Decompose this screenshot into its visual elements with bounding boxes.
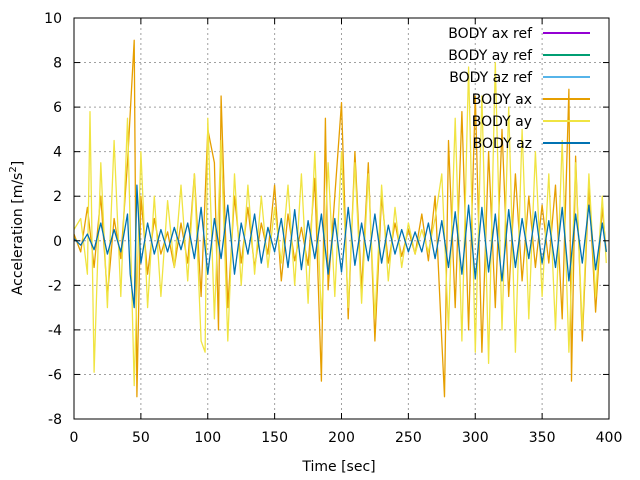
y-tick-label: 6 (53, 100, 62, 116)
y-axis-label: Acceleration [m/s2] (8, 161, 26, 295)
legend-label-body-ay-ref: BODY ay ref (448, 48, 533, 64)
y-tick-label: -6 (48, 367, 62, 383)
y-tick-label: 10 (44, 11, 62, 27)
series-line-body-az (73, 184, 607, 309)
y-tick-label: 2 (53, 189, 62, 205)
y-axis-label-superscript: 2 (8, 166, 19, 172)
x-axis-label: Time [sec] (301, 459, 375, 475)
x-tick-label: 150 (261, 430, 288, 446)
y-tick-label: -2 (48, 278, 62, 294)
x-tick-label: 0 (70, 430, 79, 446)
x-tick-label: 350 (529, 430, 556, 446)
y-tick-label: -8 (48, 412, 62, 428)
legend-label-body-az: BODY az (473, 136, 532, 152)
legend-label-body-az-ref: BODY az ref (449, 70, 533, 86)
x-tick-label: 200 (328, 430, 355, 446)
y-tick-label: -4 (48, 323, 62, 339)
series-line-body-ay (73, 61, 607, 387)
x-tick-label: 100 (194, 430, 221, 446)
series-line-body-ax (73, 39, 607, 398)
x-tick-label: 250 (395, 430, 422, 446)
legend-label-body-ax: BODY ax (472, 92, 532, 108)
x-tick-label: 50 (132, 430, 150, 446)
y-axis-label-main: Acceleration [m/s (10, 173, 26, 296)
legend-label-body-ay: BODY ay (472, 114, 532, 130)
y-tick-label: 0 (53, 234, 62, 250)
ticks: 0 50 100 150 200 250 300 350 400 -8 -6 -4 -2 0 2 4 6 8 10 (44, 11, 622, 446)
legend-label-body-ax-ref: BODY ax ref (448, 26, 533, 42)
x-tick-label: 400 (596, 430, 623, 446)
y-tick-label: 4 (53, 145, 62, 161)
x-tick-label: 300 (462, 430, 489, 446)
y-axis-label-close: ] (10, 161, 26, 166)
y-tick-label: 8 (53, 56, 62, 72)
legend: BODY ax ref BODY ay ref BODY az ref BODY ax… (448, 26, 590, 152)
series-layer (73, 39, 607, 398)
